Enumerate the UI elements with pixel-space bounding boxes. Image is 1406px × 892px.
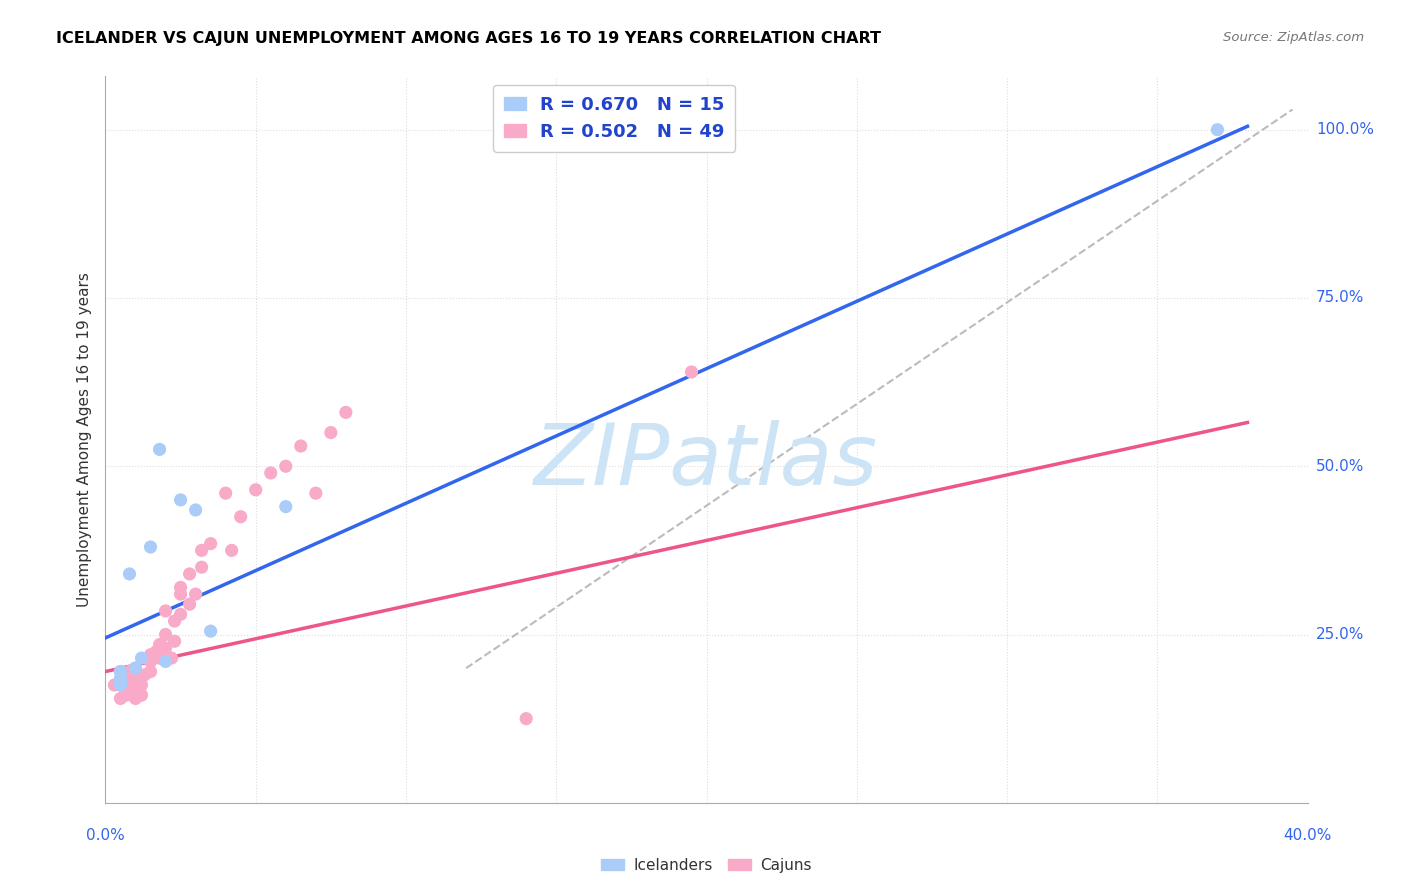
Point	[139, 540, 162, 554]
Text: 100.0%: 100.0%	[1316, 122, 1374, 137]
Point	[260, 466, 283, 480]
Point	[110, 665, 132, 679]
Point	[169, 587, 191, 601]
Point	[190, 560, 212, 574]
Point	[274, 500, 297, 514]
Point	[169, 607, 191, 622]
Point	[124, 661, 146, 675]
Point	[200, 536, 222, 550]
Point	[110, 674, 132, 689]
Point	[124, 661, 146, 675]
Point	[163, 614, 186, 628]
Point	[229, 509, 252, 524]
Point	[103, 678, 125, 692]
Point	[155, 627, 177, 641]
Point	[118, 566, 141, 581]
Point	[245, 483, 267, 497]
Point	[145, 644, 167, 658]
Point	[139, 655, 162, 669]
Point	[110, 678, 132, 692]
Point	[134, 668, 156, 682]
Point	[148, 442, 170, 457]
Point	[115, 688, 138, 702]
Point	[155, 640, 177, 655]
Point	[1206, 122, 1229, 136]
Point	[200, 624, 222, 639]
Point	[169, 581, 191, 595]
Point	[190, 543, 212, 558]
Point	[221, 543, 243, 558]
Point	[179, 597, 201, 611]
Point	[110, 665, 132, 679]
Text: ZIPatlas: ZIPatlas	[534, 419, 879, 502]
Point	[148, 651, 170, 665]
Point	[124, 691, 146, 706]
Point	[179, 566, 201, 581]
Point	[155, 655, 177, 669]
Y-axis label: Unemployment Among Ages 16 to 19 years: Unemployment Among Ages 16 to 19 years	[76, 272, 91, 607]
Point	[118, 671, 141, 685]
Point	[148, 638, 170, 652]
Point	[110, 674, 132, 689]
Point	[131, 688, 153, 702]
Point	[515, 712, 537, 726]
Point	[160, 651, 183, 665]
Point	[305, 486, 328, 500]
Point	[274, 459, 297, 474]
Point	[139, 648, 162, 662]
Point	[155, 604, 177, 618]
Point	[335, 405, 357, 419]
Point	[139, 665, 162, 679]
Point	[214, 486, 236, 500]
Point	[118, 665, 141, 679]
Point	[681, 365, 703, 379]
Point	[169, 492, 191, 507]
Text: 40.0%: 40.0%	[1284, 828, 1331, 843]
Text: 0.0%: 0.0%	[86, 828, 125, 843]
Text: ICELANDER VS CAJUN UNEMPLOYMENT AMONG AGES 16 TO 19 YEARS CORRELATION CHART: ICELANDER VS CAJUN UNEMPLOYMENT AMONG AG…	[56, 31, 882, 46]
Point	[110, 671, 132, 685]
Point	[131, 678, 153, 692]
Point	[319, 425, 342, 440]
Text: 75.0%: 75.0%	[1316, 291, 1364, 305]
Point	[131, 651, 153, 665]
Point	[110, 678, 132, 692]
Point	[124, 671, 146, 685]
Point	[184, 587, 207, 601]
Point	[110, 691, 132, 706]
Text: 50.0%: 50.0%	[1316, 458, 1364, 474]
Text: 25.0%: 25.0%	[1316, 627, 1364, 642]
Point	[163, 634, 186, 648]
Text: Source: ZipAtlas.com: Source: ZipAtlas.com	[1223, 31, 1364, 45]
Legend: Icelanders, Cajuns: Icelanders, Cajuns	[595, 852, 818, 879]
Point	[290, 439, 312, 453]
Point	[184, 503, 207, 517]
Point	[118, 681, 141, 696]
Point	[124, 681, 146, 696]
